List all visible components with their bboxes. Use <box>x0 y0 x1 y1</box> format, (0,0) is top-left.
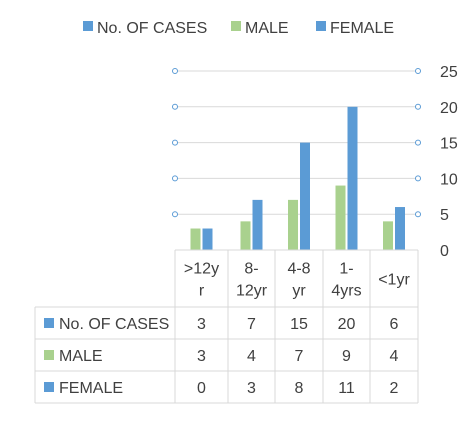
gridline-right-marker-5 <box>415 68 421 74</box>
table-row-swatch-2 <box>44 382 54 392</box>
y-tick-label-3: 15 <box>440 136 458 153</box>
bars <box>190 106 405 250</box>
table-row-swatch-0 <box>44 318 54 328</box>
table-cell-1-1: 4 <box>247 348 256 365</box>
gridline-left-marker-4 <box>172 103 178 110</box>
table-cell-0-4: 6 <box>390 316 399 333</box>
bar-female-3 <box>347 106 358 250</box>
y-tick-label-0: 0 <box>440 243 449 260</box>
table-cell-0-3: 20 <box>338 316 356 333</box>
gridline-right-marker-4 <box>415 103 421 110</box>
legend-swatch-0 <box>83 21 93 31</box>
category-label-3-line-1: 4yrs <box>331 283 361 300</box>
bar-male-3 <box>335 185 346 250</box>
bar-female-1 <box>252 199 263 250</box>
category-label-0-line-0: >12y <box>184 261 219 278</box>
table-cell-1-3: 9 <box>342 348 351 365</box>
table-cell-0-2: 15 <box>290 316 308 333</box>
legend-label-1: MALE <box>245 20 289 37</box>
category-label-2-line-1: yr <box>292 283 306 300</box>
legend-swatch-2 <box>316 21 326 31</box>
bar-male-4 <box>383 221 393 250</box>
gridline-right-marker-2 <box>415 175 421 182</box>
y-tick-label-2: 10 <box>440 171 458 188</box>
bar-female-2 <box>300 142 310 250</box>
gridline-left-marker-3 <box>172 139 178 146</box>
y-tick-label-5: 25 <box>440 64 458 81</box>
bar-male-1 <box>240 221 251 250</box>
table-row-label-1: MALE <box>59 348 103 365</box>
category-label-4-line-0: <1yr <box>378 272 410 289</box>
table-cell-0-0: 3 <box>197 316 206 333</box>
legend-label-2: FEMALE <box>330 20 394 37</box>
gridline-left-marker-5 <box>172 68 178 74</box>
category-label-1-line-0: 8- <box>244 261 258 278</box>
category-label-1-line-1: 12yr <box>236 283 268 300</box>
gridline-right-marker-3 <box>415 139 421 146</box>
table-row-swatch-1 <box>44 350 54 360</box>
bar-female-0 <box>202 228 213 250</box>
bar-male-0 <box>190 228 201 250</box>
gridline-left-marker-1 <box>172 211 178 218</box>
y-tick-label-1: 5 <box>440 207 449 224</box>
legend-label-0: No. OF CASES <box>97 20 207 37</box>
table-cell-1-4: 4 <box>390 348 399 365</box>
table-cell-2-0: 0 <box>197 380 206 397</box>
table-cell-2-3: 11 <box>338 380 355 397</box>
gridline-right-marker-1 <box>415 211 421 218</box>
table-cell-1-0: 3 <box>197 348 206 365</box>
table-cell-2-4: 2 <box>390 380 399 397</box>
gridline-left-marker-2 <box>172 175 178 182</box>
y-axis: 0 5 10 15 20 25 <box>440 64 458 260</box>
legend-swatch-1 <box>231 21 241 31</box>
table-cell-2-1: 3 <box>247 380 256 397</box>
y-tick-label-4: 20 <box>440 100 458 117</box>
table-row-label-0: No. OF CASES <box>59 316 169 333</box>
gridlines <box>172 68 421 218</box>
category-label-0-line-1: r <box>199 283 205 300</box>
table-cell-2-2: 8 <box>295 380 304 397</box>
bar-female-4 <box>395 207 405 250</box>
legend: No. OF CASES MALE FEMALE <box>83 20 394 37</box>
data-table: >12y r 8- 12yr 4-8 yr 1- 4yrs <1yr No. OF CASES 3 7… <box>34 249 419 404</box>
table-row-label-2: FEMALE <box>59 380 123 397</box>
category-label-2-line-0: 4-8 <box>287 261 310 278</box>
category-label-3-line-0: 1- <box>339 261 353 278</box>
table-cell-0-1: 7 <box>247 316 256 333</box>
table-cell-1-2: 7 <box>295 348 304 365</box>
bar-male-2 <box>288 199 298 250</box>
